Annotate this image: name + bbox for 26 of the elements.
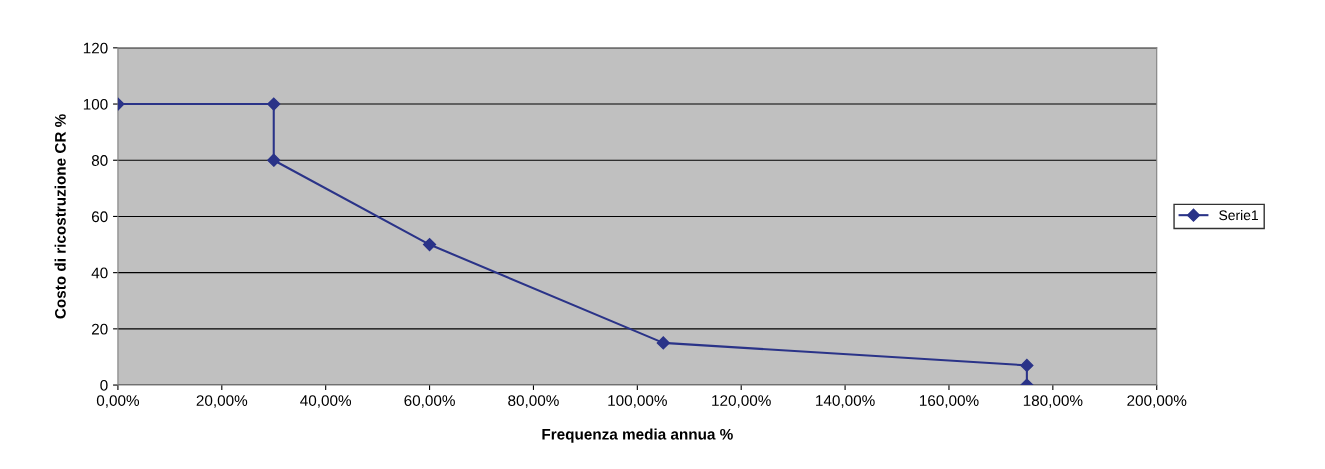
point [267,97,281,111]
y-tick-label: 20 [91,323,108,335]
point [656,336,670,350]
x-tick-label: 0,00% [96,395,140,408]
point [267,153,281,167]
x-tick-label: 180,00% [1023,395,1083,408]
legend-label: Serie1 [1219,209,1258,221]
x-axis-title: Frequenza media annua % [542,428,733,443]
x-tick-label: 140,00% [816,395,875,408]
y-tick-label: 80 [91,155,108,166]
x-tick-label: 160,00% [919,395,979,408]
y-tick-label: 120 [83,42,108,54]
y-tick-label: 0 [100,379,108,391]
x-tick-label: 120,00% [712,395,771,408]
x-tick-label: 60,00% [404,395,455,408]
x-tick-label: 40,00% [300,395,352,408]
y-tick-label: 100 [83,98,108,110]
x-tick-label: 20,00% [196,395,248,408]
point [422,237,437,252]
point [1020,358,1034,372]
y-tick-label: 40 [91,267,108,279]
x-tick-label: 100,00% [608,395,667,408]
y-axis-title: Costo di ricostruzione CR % [54,114,66,319]
y-tick-label: 60 [91,211,108,223]
x-tick-label: 200,00% [1127,395,1187,408]
x-tick-label: 80,00% [508,395,559,408]
